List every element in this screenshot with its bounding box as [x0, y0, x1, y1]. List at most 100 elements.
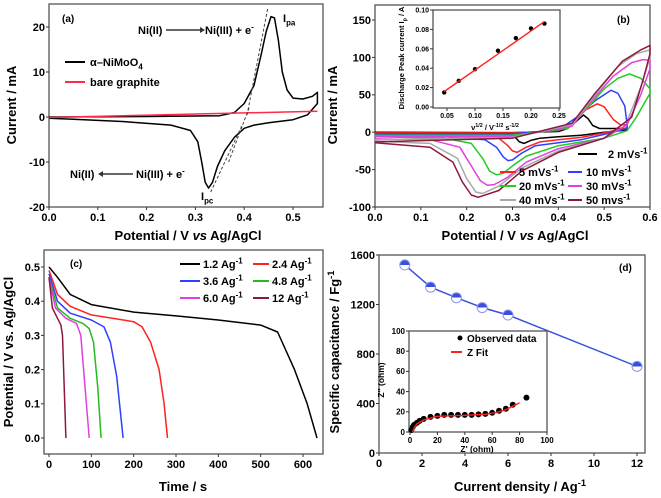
panel-b-inset-series-group — [442, 21, 547, 95]
panel-a-x-axis-label: Potential / V vs Ag/AgCl — [115, 228, 262, 243]
panel-c-x-tick-label: 100 — [82, 459, 100, 471]
panel-c-x-axis-label: Time / s — [159, 479, 207, 494]
panel-d-y-axis-label: Specific capacitance / Fg-1 — [326, 271, 342, 434]
panel-b-series-line-4 — [374, 58, 651, 187]
panel-b-x-tick-label: 0.3 — [505, 212, 520, 224]
panel-c-series-line-5 — [48, 277, 67, 439]
panel-d-x-tick-label: 10 — [588, 458, 600, 470]
panel-d-inset-series-line-1 — [412, 402, 520, 433]
panel-d-inset-x-tick-label: 20 — [433, 436, 442, 445]
panel-b-y-axis-label: Current / mA — [325, 65, 340, 144]
panel-c-y-axis-label: Potential / V vs. Ag/AgCl — [1, 277, 16, 427]
panel-c-legend-label: 4.8 Ag-1 — [272, 274, 312, 288]
anodic-tangent-dashed — [246, 8, 269, 118]
panel-a-annotation: Ni(II) — [138, 25, 163, 37]
panel-d-inset-data-point — [441, 411, 448, 418]
panel-c-y-tick-label: 0.3 — [25, 330, 40, 342]
panel-b-inset-data-point — [513, 35, 519, 41]
panel-b-legend-label: 20 mVs-1 — [519, 179, 565, 193]
panel-c-legend-label: 12 Ag-1 — [272, 291, 309, 305]
panel-c-x-tick-label: 300 — [167, 459, 185, 471]
panel-d-inset-x-tick-label: 60 — [488, 436, 497, 445]
panel-c-series-line-1 — [48, 270, 169, 439]
arrow-head-icon — [98, 171, 103, 177]
panel-b-inset-x-tick-label: 0.25 — [552, 113, 566, 120]
panel-b-x-axis-label: Potential / V vs Ag/AgCl — [442, 228, 589, 243]
panel-b-legend-label: 2 mVs-1 — [608, 147, 648, 161]
panel-b-inset-series-line-1 — [443, 21, 545, 93]
panel-b-y-tick-label: 0 — [365, 127, 371, 139]
panel-b-inset-y-tick-label: 0.04 — [415, 66, 429, 73]
panel-d-x-axis-label: Current density / Ag-1 — [454, 478, 586, 494]
panel-d-x-tick-label: 4 — [462, 458, 469, 470]
panel-d-y-tick-label: 1200 — [351, 299, 375, 311]
panel-d-inset-y-tick-label: 80 — [396, 347, 405, 356]
panel-d-inset-legend-marker — [457, 335, 463, 341]
panel-b-y-tick-label: -50 — [355, 164, 371, 176]
panel-c-series-line-2 — [48, 273, 124, 439]
panel-b-inset-data-point — [495, 48, 501, 53]
panel-d-inset-y-tick-label: 0 — [401, 428, 406, 437]
cathodic-tangent-dashed — [228, 107, 250, 163]
panel-d-y-tick-label: 400 — [357, 398, 375, 410]
panel-d-inset-x-tick-label: 40 — [460, 436, 469, 445]
panel-a-y-axis-label: Current / mA — [4, 65, 19, 144]
panel-b-x-tick-label: 0.2 — [459, 212, 474, 224]
panel-b-inset-y-tick-label: 0.02 — [415, 85, 429, 92]
panel-b-legend-label: 30 mVs-1 — [586, 179, 632, 193]
panel-d-y-tick-label: 1600 — [351, 250, 375, 262]
panel-a-y-tick-label: -20 — [29, 202, 45, 214]
panel-a-x-tick-label: 0.5 — [285, 212, 300, 224]
panel-d-data-point — [425, 281, 437, 293]
panel-c-x-tick-label: 500 — [251, 459, 269, 471]
panel-d-data-point — [502, 309, 514, 321]
panel-d-inset-legend-label: Observed data — [467, 334, 537, 345]
panel-b-legend-label: 50 mvs-1 — [586, 193, 631, 207]
panel-b-legend-label: 5 mVs-1 — [519, 165, 559, 179]
panel-d-inset-series-group — [408, 394, 530, 433]
arrow-head-icon — [200, 27, 205, 33]
panel-a-y-tick-label: 0 — [39, 112, 45, 124]
panel-d-inset-legend-label: Z Fit — [467, 348, 489, 359]
panel-a-legend-label: bare graphite — [90, 77, 160, 89]
panel-b-inset-y-tick-label: 0.10 — [415, 7, 429, 14]
panel-c-annotation: (c) — [70, 259, 82, 270]
panel-b-inset-y-axis-label: Discharge Peak current Ip / A — [397, 6, 408, 109]
panel-b-inset-y-tick-label: 0.06 — [415, 46, 429, 53]
panel-d-data-point — [399, 259, 411, 271]
panel-d-inset-x-tick-label: 100 — [540, 436, 554, 445]
panel-c-series-line-3 — [48, 277, 102, 439]
panel-c-y-tick-label: 0.5 — [25, 262, 40, 274]
panel-a-y-tick-label: 10 — [33, 67, 45, 79]
panel-b-y-tick-label: 50 — [359, 90, 371, 102]
panel-b-x-tick-label: 0.4 — [551, 212, 567, 224]
panel-c-series-line-4 — [48, 277, 90, 439]
panel-c-y-tick-label: 0.2 — [25, 364, 40, 376]
panel-a-plot-frame — [48, 3, 324, 208]
panel-c-y-tick-label: 0.4 — [25, 296, 41, 308]
panel-c-series-group — [48, 266, 318, 439]
panel-d-inset-y-tick-label: 100 — [392, 327, 406, 336]
panel-d-inset-y-tick-label: 20 — [396, 408, 405, 417]
panel-b-series-line-6 — [374, 44, 651, 199]
panel-c-x-tick-label: 400 — [209, 459, 227, 471]
panel-d-data-point — [450, 292, 462, 304]
panel-d-inset-y-axis-label: Z'' (ohm) — [376, 362, 386, 397]
panel-c-series-line-0 — [48, 266, 318, 439]
panel-d-inset-data-point — [454, 411, 461, 418]
panel-b-inset-x-tick-label: 0.10 — [468, 113, 482, 120]
panel-a-x-tick-label: 0.0 — [41, 212, 56, 224]
panel-d-inset-x-tick-label: 0 — [408, 436, 413, 445]
panel-d-inset-y-tick-label: 60 — [396, 367, 405, 376]
panel-c-y-tick-label: 0.0 — [25, 433, 40, 445]
panel-c-plot-frame — [43, 249, 324, 455]
panel-a-annotation: Ipa — [283, 13, 296, 27]
panel-b-annotation: (b) — [617, 15, 630, 26]
panel-d-annotation: (d) — [619, 263, 632, 274]
panel-d-inset-y-tick-label: 40 — [396, 387, 405, 396]
panel-b-inset-y-tick-label: 0.08 — [415, 27, 429, 34]
panel-d-data-point — [476, 302, 488, 314]
panel-a-y-tick-label: 20 — [33, 22, 45, 34]
panel-a-x-tick-label: 0.1 — [90, 212, 105, 224]
